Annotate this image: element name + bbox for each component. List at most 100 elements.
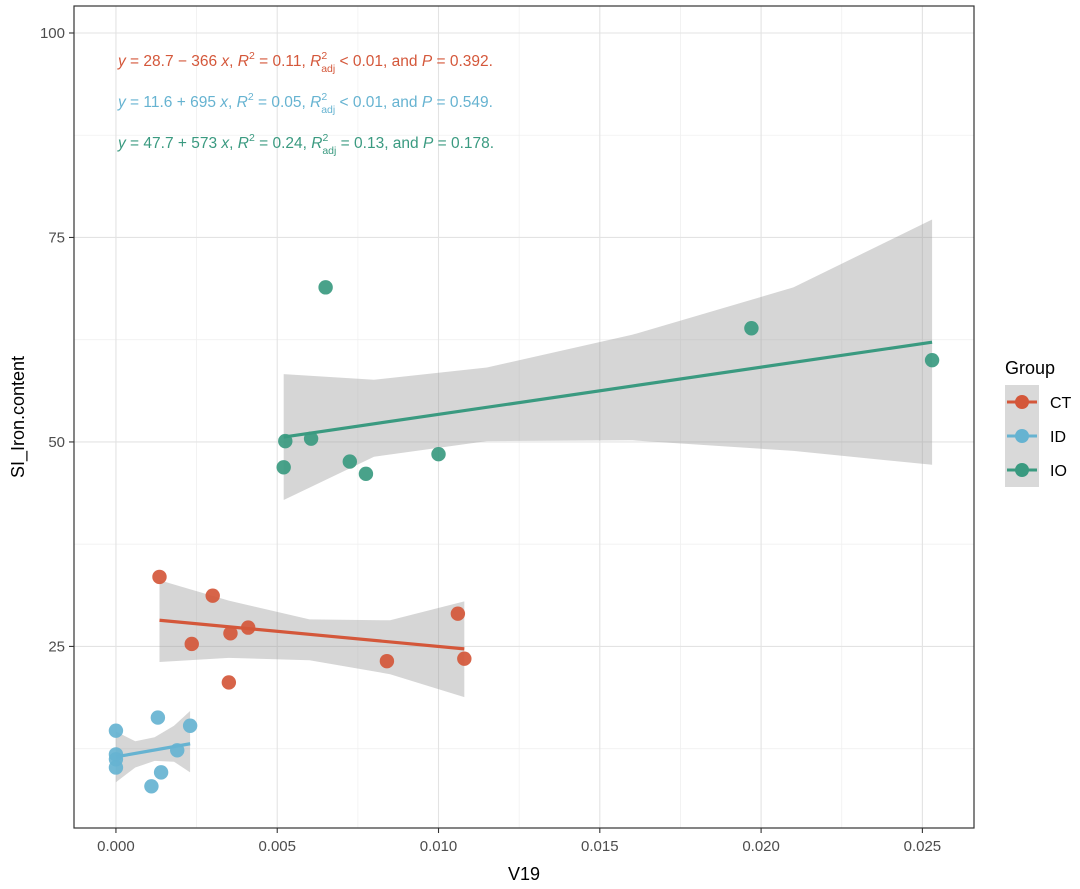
eq-radj-value: < 0.01, and [335,53,422,70]
equation-ct: y = 28.7 − 366 x, R2 = 0.11, R2 adj < 0.0… [117,50,493,75]
eq-radj-superscript: 2 [323,132,329,144]
plot-panel [74,6,974,828]
eq-y-var: y [117,135,127,152]
y-tick-label: 100 [40,25,65,42]
y-tick-label: 75 [48,229,65,246]
eq-radj-value: = 0.13, and [336,135,423,152]
y-axis-title: SI_Iron.content [8,356,29,478]
data-point-ct [205,588,220,603]
data-point-ct [152,569,167,585]
eq-x-var: x [219,94,229,111]
data-point-io [924,352,940,368]
legend-label-id: ID [1050,429,1066,446]
eq-coefficients: = 11.6 + 695 [126,94,221,111]
eq-radj-value: < 0.01, and [335,94,422,111]
data-point-ct [379,653,395,669]
eq-r2-symbol: R [237,94,248,111]
eq-sep: , [228,94,237,111]
data-point-ct [223,626,238,641]
eq-radj-symbol: R [311,135,322,152]
regression-equations: y = 28.7 − 366 x, R2 = 0.11, R2 adj < 0.0… [117,50,494,157]
eq-y-var: y [117,94,127,111]
data-point-id [108,760,124,775]
plot-border [73,5,975,829]
eq-y-var: y [117,53,127,70]
eq-radj-symbol: R [310,53,321,70]
eq-p-symbol: P [422,94,433,111]
eq-p-value: = 0.392. [432,53,493,70]
eq-sep: , [229,135,238,152]
data-point-id [144,779,159,794]
data-point-io [744,321,759,336]
data-point-io [342,454,358,469]
x-axis-title: V19 [508,864,540,884]
eq-r2-symbol: R [238,135,249,152]
eq-p-value: = 0.549. [432,94,493,111]
eq-r2-symbol: R [238,53,249,70]
legend-key-point-ct [1015,395,1029,409]
eq-r2-superscript: 2 [248,91,254,103]
data-point-io [358,466,374,482]
data-point-id [170,743,185,758]
y-tick-label: 50 [48,434,65,451]
x-tick-label: 0.025 [904,838,942,855]
data-point-io [303,431,319,446]
data-point-id [182,718,198,733]
eq-radj-subscript: adj [321,104,335,116]
eq-r2-superscript: 2 [249,132,255,144]
eq-radj-subscript: adj [322,145,336,157]
eq-x-var: x [220,53,230,70]
x-tick-label: 0.005 [258,838,296,855]
legend-label-ct: CT [1050,395,1072,412]
data-point-io [278,433,293,449]
fit-line-io [283,340,933,439]
eq-x-var: x [220,135,230,152]
x-tick-label: 0.000 [97,838,135,855]
x-tick-label: 0.010 [420,838,458,855]
confidence-band-io [283,219,933,500]
legend-key-point-io [1015,463,1029,477]
y-axis-ticks: 25 50 75 100 [40,25,74,655]
eq-p-value: = 0.178. [433,135,494,152]
legend-key-point-id [1015,429,1029,443]
legend-keys: CT ID IO [1005,385,1072,487]
data-point-io [276,460,291,475]
data-point-ct [221,675,237,690]
eq-radj-superscript: 2 [321,91,327,103]
data-point-id [150,710,166,725]
data-point-ct [457,651,472,666]
eq-radj-superscript: 2 [321,50,327,62]
eq-r2-superscript: 2 [249,50,255,62]
data-point-ct [450,606,466,621]
eq-p-symbol: P [422,53,433,70]
data-points [108,280,940,794]
data-point-id [108,723,124,738]
eq-coefficients: = 47.7 + 573 [126,135,222,152]
x-tick-label: 0.015 [581,838,619,855]
legend-title: Group [1005,358,1055,378]
legend-label-io: IO [1050,463,1067,480]
fit-line-ct [159,618,465,651]
data-point-ct [184,636,199,652]
grid-lines [74,6,974,828]
data-point-id [153,765,169,780]
eq-r2-value: = 0.11, [255,53,310,70]
y-tick-label: 25 [48,638,65,655]
x-tick-label: 0.020 [742,838,780,855]
data-point-io [431,447,446,462]
eq-radj-subscript: adj [321,63,335,75]
equation-io: y = 47.7 + 573 x, R2 = 0.24, R2 adj = 0.1… [117,132,494,157]
eq-sep: , [229,53,238,70]
x-axis-ticks: 0.000 0.005 0.010 0.015 0.020 0.025 [97,828,941,855]
eq-radj-symbol: R [310,94,321,111]
data-point-ct [240,620,256,635]
legend: Group CT ID IO [1005,358,1072,487]
eq-r2-value: = 0.24, [255,135,311,152]
eq-r2-value: = 0.05, [254,94,310,111]
data-point-io [318,280,333,295]
eq-coefficients: = 28.7 − 366 [126,53,222,70]
equation-id: y = 11.6 + 695 x, R2 = 0.05, R2 adj < 0.0… [117,91,493,116]
eq-p-symbol: P [423,135,434,152]
confidence-band-id [115,711,191,783]
